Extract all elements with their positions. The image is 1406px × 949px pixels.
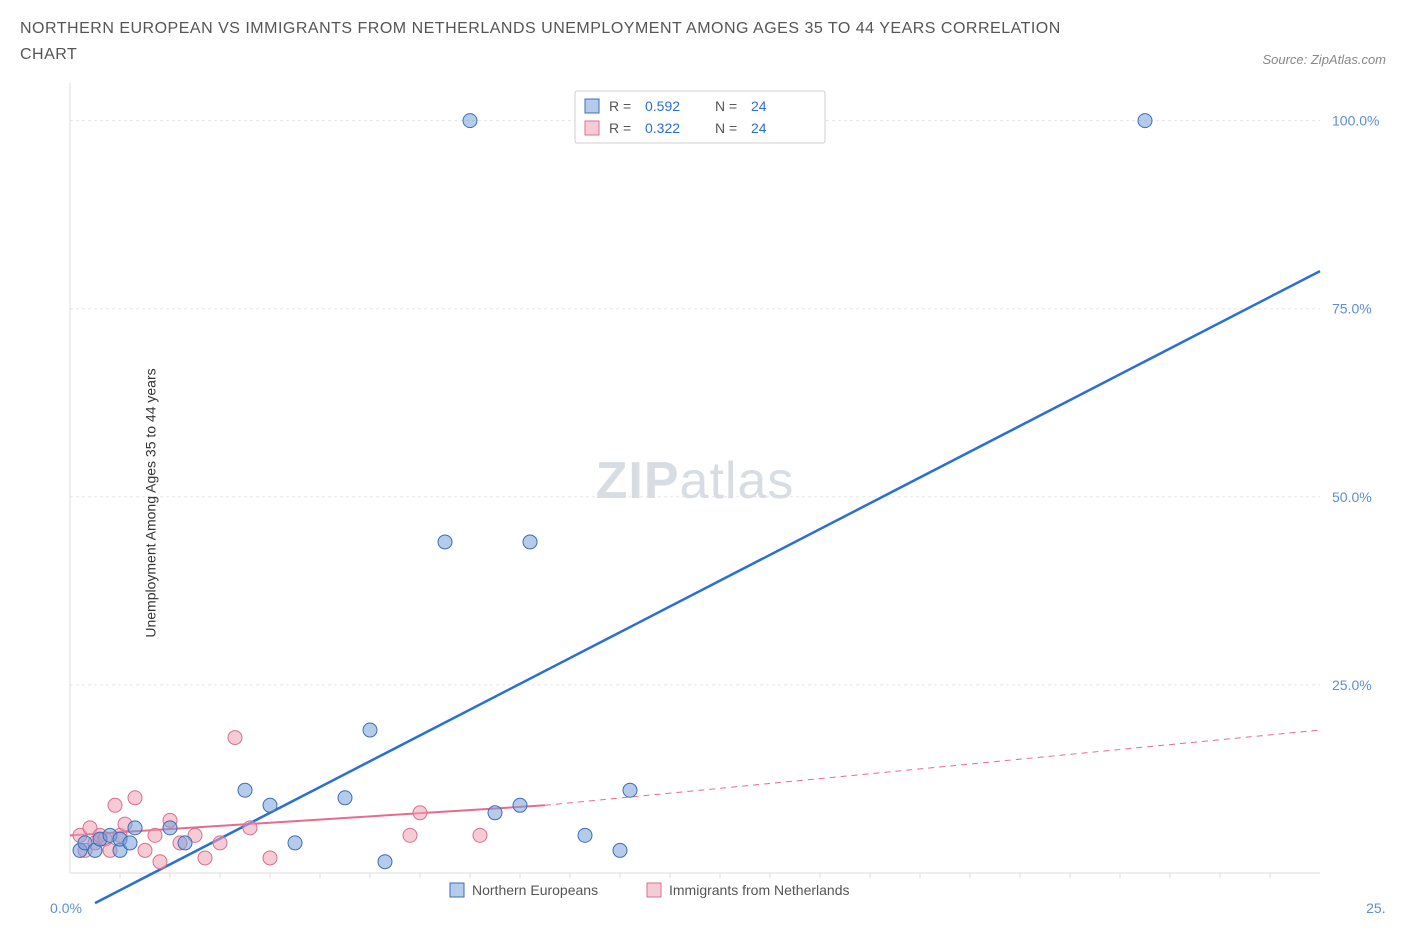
y-tick-label: 75.0% bbox=[1332, 301, 1372, 317]
data-point bbox=[263, 851, 277, 865]
data-point bbox=[243, 821, 257, 835]
chart-title: NORTHERN EUROPEAN VS IMMIGRANTS FROM NET… bbox=[20, 16, 1120, 67]
legend-r-value: 0.592 bbox=[645, 98, 680, 114]
chart-container: Unemployment Among Ages 35 to 44 years 2… bbox=[20, 73, 1386, 933]
bottom-legend-label: Immigrants from Netherlands bbox=[669, 882, 850, 898]
bottom-legend-swatch bbox=[450, 883, 464, 897]
scatter-plot: 25.0% 50.0% 75.0% 100.0% 0.0% 25.0% ZIPatlas R … bbox=[20, 73, 1386, 933]
data-point bbox=[523, 535, 537, 549]
data-point bbox=[178, 836, 192, 850]
data-point bbox=[403, 829, 417, 843]
y-tick-label: 100.0% bbox=[1332, 113, 1379, 129]
legend-r-label: R = bbox=[609, 120, 631, 136]
y-tick-label: 25.0% bbox=[1332, 677, 1372, 693]
data-point bbox=[148, 829, 162, 843]
legend-r-label: R = bbox=[609, 98, 631, 114]
data-point bbox=[138, 844, 152, 858]
data-point bbox=[123, 836, 137, 850]
data-point bbox=[578, 829, 592, 843]
data-point bbox=[473, 829, 487, 843]
data-point bbox=[1138, 114, 1152, 128]
data-point bbox=[363, 723, 377, 737]
data-point bbox=[228, 731, 242, 745]
trend-line-blue bbox=[95, 271, 1320, 903]
legend-r-value: 0.322 bbox=[645, 120, 680, 136]
data-point bbox=[128, 791, 142, 805]
data-point bbox=[438, 535, 452, 549]
x-tick-label: 0.0% bbox=[50, 900, 82, 916]
y-axis-label: Unemployment Among Ages 35 to 44 years bbox=[143, 369, 159, 638]
data-point bbox=[108, 798, 122, 812]
chart-header: NORTHERN EUROPEAN VS IMMIGRANTS FROM NET… bbox=[20, 16, 1386, 67]
data-point bbox=[488, 806, 502, 820]
data-point bbox=[413, 806, 427, 820]
data-point bbox=[153, 855, 167, 869]
bottom-legend-swatch bbox=[647, 883, 661, 897]
legend-n-value: 24 bbox=[751, 120, 767, 136]
legend-n-value: 24 bbox=[751, 98, 767, 114]
data-point bbox=[288, 836, 302, 850]
data-point bbox=[613, 844, 627, 858]
trend-line-pink-dash bbox=[545, 730, 1320, 805]
x-tick-label: 25.0% bbox=[1366, 900, 1386, 916]
legend-swatch-pink bbox=[585, 121, 599, 135]
data-point bbox=[463, 114, 477, 128]
data-point bbox=[198, 851, 212, 865]
data-point bbox=[513, 798, 527, 812]
data-point bbox=[263, 798, 277, 812]
data-point bbox=[338, 791, 352, 805]
y-tick-label: 50.0% bbox=[1332, 489, 1372, 505]
legend-n-label: N = bbox=[715, 98, 737, 114]
data-point bbox=[163, 821, 177, 835]
chart-source: Source: ZipAtlas.com bbox=[1262, 52, 1386, 67]
bottom-legend-label: Northern Europeans bbox=[472, 882, 598, 898]
data-point bbox=[128, 821, 142, 835]
data-point bbox=[378, 855, 392, 869]
legend-n-label: N = bbox=[715, 120, 737, 136]
data-point bbox=[213, 836, 227, 850]
legend-swatch-blue bbox=[585, 99, 599, 113]
data-point bbox=[623, 783, 637, 797]
data-point bbox=[238, 783, 252, 797]
watermark: ZIPatlas bbox=[596, 452, 795, 510]
